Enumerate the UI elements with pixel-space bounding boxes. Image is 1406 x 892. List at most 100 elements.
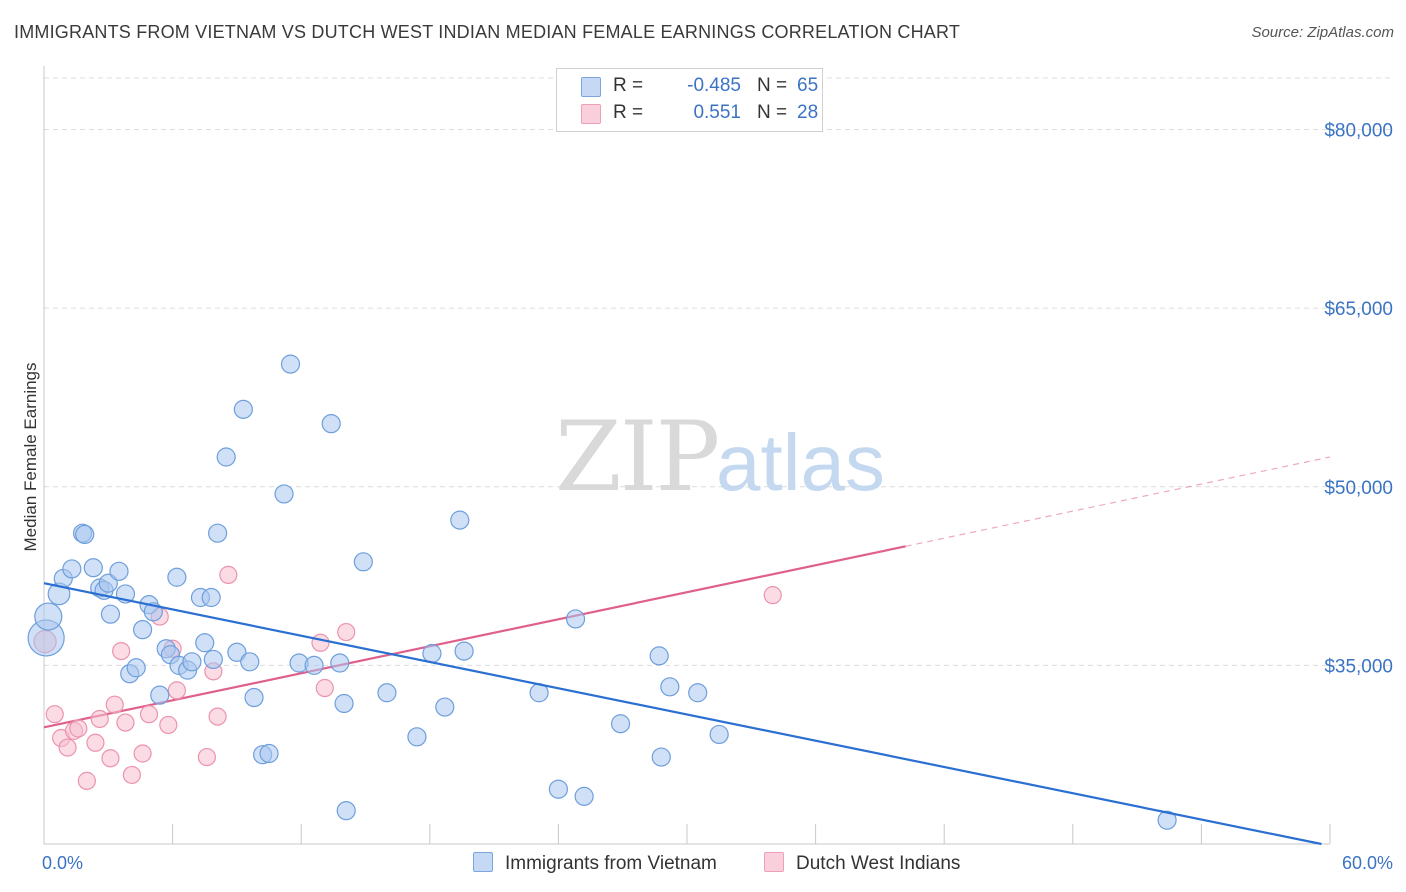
point-vietnam bbox=[233, 399, 253, 419]
point-dutch-west-indians bbox=[167, 681, 186, 700]
legend-label-dutch-west-indians: Dutch West Indians bbox=[796, 853, 961, 874]
point-vietnam bbox=[100, 604, 121, 624]
point-vietnam bbox=[353, 552, 373, 572]
point-vietnam bbox=[132, 620, 153, 640]
legend-n-label: N = bbox=[757, 75, 788, 96]
point-vietnam bbox=[280, 354, 301, 374]
legend-r-label: R = bbox=[613, 102, 644, 123]
chart-title: IMMIGRANTS FROM VIETNAM VS DUTCH WEST IN… bbox=[14, 22, 961, 42]
trend-line-vietnam bbox=[43, 582, 1322, 846]
legend-item-vietnam[interactable]: Immigrants from Vietnam bbox=[473, 852, 717, 875]
point-dutch-west-indians bbox=[86, 733, 105, 752]
point-dutch-west-indians bbox=[763, 586, 782, 605]
point-vietnam bbox=[98, 573, 118, 593]
point-vietnam bbox=[377, 683, 397, 703]
watermark-atlas: atlas bbox=[716, 418, 885, 507]
x-tick-label: 60.0% bbox=[1342, 853, 1393, 873]
points-vietnam bbox=[27, 354, 1177, 830]
legend-swatch-vietnam bbox=[473, 852, 493, 872]
point-vietnam bbox=[208, 523, 228, 543]
legend-r-value: -0.485 bbox=[687, 75, 741, 96]
point-dutch-west-indians bbox=[105, 695, 124, 714]
point-vietnam bbox=[454, 641, 474, 661]
point-dutch-west-indians bbox=[159, 715, 178, 735]
point-vietnam bbox=[321, 414, 341, 434]
trend-line-vietnam-solid bbox=[43, 582, 1322, 846]
point-dutch-west-indians bbox=[133, 744, 152, 763]
point-vietnam bbox=[651, 747, 671, 767]
source-label: Source: ZipAtlas.com bbox=[1251, 24, 1394, 41]
point-dutch-west-indians bbox=[208, 707, 227, 726]
point-vietnam bbox=[34, 602, 63, 631]
point-dutch-west-indians bbox=[116, 713, 135, 732]
point-dutch-west-indians bbox=[139, 705, 159, 724]
point-vietnam bbox=[334, 693, 354, 714]
point-dutch-west-indians bbox=[122, 765, 141, 785]
legend-swatch-vietnam bbox=[581, 77, 601, 97]
legend-swatch-dutch-west-indians bbox=[581, 104, 601, 124]
point-vietnam bbox=[216, 447, 236, 467]
point-dutch-west-indians bbox=[101, 749, 120, 768]
point-dutch-west-indians bbox=[311, 633, 330, 652]
point-vietnam bbox=[109, 561, 129, 581]
point-dutch-west-indians bbox=[315, 678, 334, 698]
point-vietnam bbox=[203, 649, 223, 670]
trend-line-dutch-west-indians bbox=[43, 456, 1331, 729]
legend-r-value: 0.551 bbox=[693, 102, 741, 123]
point-vietnam bbox=[435, 697, 455, 717]
zipatlas-watermark: ZIP atlas bbox=[555, 401, 885, 513]
point-vietnam bbox=[182, 652, 202, 672]
y-tick-labels: $35,000 $50,000 $65,000 $80,000 bbox=[1324, 121, 1393, 678]
point-vietnam bbox=[227, 642, 247, 662]
point-dutch-west-indians bbox=[219, 565, 238, 584]
legend-item-dutch-west-indians[interactable]: Dutch West Indians bbox=[764, 852, 960, 875]
point-vietnam bbox=[62, 559, 82, 579]
y-tick-label: $80,000 bbox=[1324, 121, 1393, 142]
axes bbox=[43, 66, 1331, 845]
point-vietnam bbox=[709, 724, 729, 745]
point-vietnam bbox=[407, 727, 427, 747]
point-vietnam bbox=[274, 484, 294, 504]
point-vietnam bbox=[259, 743, 279, 764]
point-vietnam bbox=[422, 643, 442, 664]
point-dutch-west-indians bbox=[58, 738, 77, 757]
point-dutch-west-indians bbox=[197, 747, 216, 767]
point-vietnam bbox=[649, 646, 669, 666]
point-vietnam bbox=[450, 510, 470, 530]
point-vietnam bbox=[565, 609, 586, 629]
point-vietnam bbox=[336, 801, 356, 821]
legend-label-vietnam: Immigrants from Vietnam bbox=[505, 853, 717, 874]
legend-n-value: 28 bbox=[797, 102, 819, 123]
legend-n-value: 65 bbox=[797, 75, 819, 96]
point-vietnam bbox=[660, 677, 680, 697]
legend-n-label: N = bbox=[757, 102, 788, 123]
x-tick-labels: 0.0% 60.0% bbox=[42, 853, 1393, 873]
point-dutch-west-indians bbox=[90, 709, 109, 729]
point-vietnam bbox=[688, 683, 708, 703]
point-vietnam bbox=[304, 655, 324, 675]
point-dutch-west-indians bbox=[45, 705, 64, 724]
point-dutch-west-indians bbox=[337, 622, 356, 642]
legend-swatch-dutch-west-indians bbox=[764, 852, 784, 872]
correlation-legend: R = -0.485 N = 65 R = 0.551 N = 28 bbox=[556, 68, 823, 132]
point-vietnam bbox=[201, 587, 221, 608]
point-vietnam bbox=[83, 558, 103, 578]
grid-lines bbox=[44, 77, 1394, 666]
point-dutch-west-indians bbox=[69, 719, 88, 738]
point-dutch-west-indians bbox=[77, 771, 96, 790]
y-tick-label: $35,000 bbox=[1324, 656, 1393, 677]
point-vietnam bbox=[1157, 810, 1177, 830]
x-tick-label: 0.0% bbox=[42, 853, 83, 873]
trend-line-dutch-west-indians-solid bbox=[43, 545, 906, 729]
point-vietnam bbox=[574, 786, 594, 806]
point-vietnam bbox=[150, 685, 170, 705]
point-vietnam bbox=[240, 652, 260, 672]
point-vietnam bbox=[195, 633, 215, 653]
y-axis-title: Median Female Earnings bbox=[21, 363, 40, 552]
point-vietnam bbox=[75, 524, 95, 545]
point-dutch-west-indians bbox=[112, 641, 131, 661]
point-vietnam bbox=[126, 658, 146, 678]
watermark-zip: ZIP bbox=[555, 401, 718, 513]
trend-line-dutch-west-indians-dashed bbox=[905, 456, 1331, 547]
